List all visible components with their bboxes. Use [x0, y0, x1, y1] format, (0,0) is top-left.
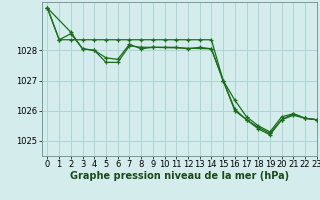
X-axis label: Graphe pression niveau de la mer (hPa): Graphe pression niveau de la mer (hPa) — [70, 171, 289, 181]
